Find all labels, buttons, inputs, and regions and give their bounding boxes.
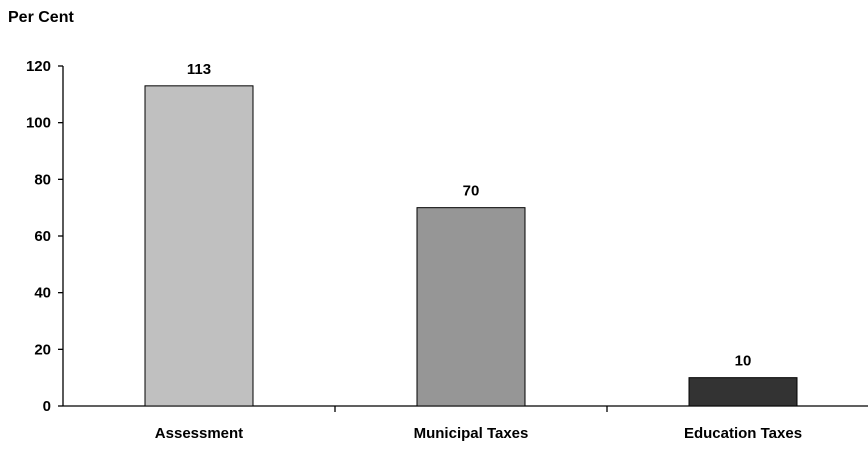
y-tick-label: 60 (34, 228, 51, 245)
data-label: 10 (735, 353, 752, 370)
bar-municipal-taxes (416, 207, 526, 407)
x-category-label: Municipal Taxes (414, 425, 529, 442)
plot-area: 0 20 40 60 80 100 120 113 Assessment 70 Municipal … (26, 58, 868, 442)
y-tick-label: 40 (34, 285, 51, 302)
y-tick-label: 20 (34, 341, 51, 358)
y-tick-label: 0 (43, 398, 51, 415)
bar-education-taxes (688, 377, 798, 407)
y-axis-title: Per Cent (8, 9, 74, 26)
data-label: 113 (187, 61, 211, 78)
data-label: 70 (463, 183, 480, 200)
y-tick-label: 80 (34, 171, 51, 188)
y-tick-label: 120 (26, 58, 51, 75)
x-category-label: Education Taxes (684, 425, 802, 442)
x-category-label: Assessment (155, 425, 243, 442)
bar-assessment (144, 85, 254, 407)
y-tick-label: 100 (26, 115, 51, 132)
